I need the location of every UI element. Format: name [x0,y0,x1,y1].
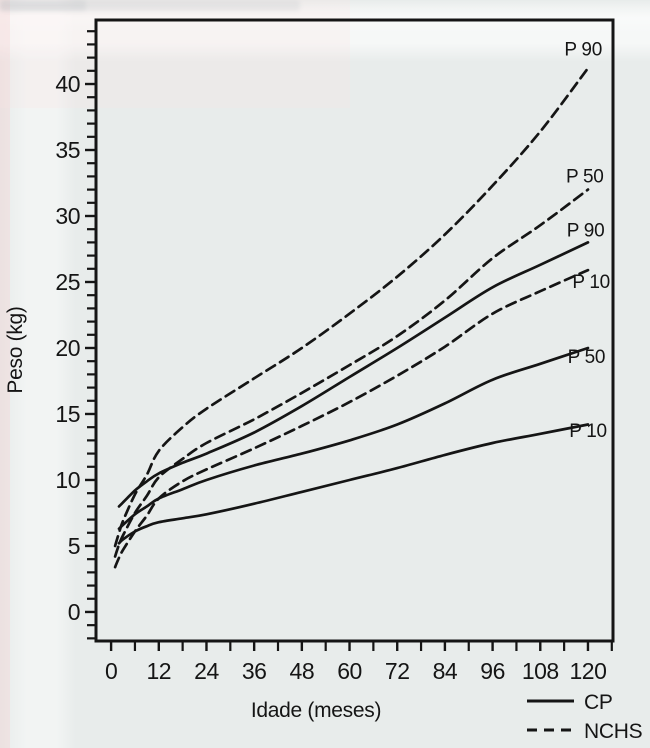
x-tick-label: 60 [337,658,362,684]
legend-label-nchs: NCHS [584,720,643,743]
axis-tick-labels: 0 12 24 36 48 60 72 84 96 108 120 0 5 10 15 20 25 30 35 40 [55,71,606,684]
y-tick-label: 35 [55,137,80,163]
legend: CP NCHS [527,691,643,743]
curve-label-cp-p50: P 50 [568,347,606,368]
curve-label-cp-p10: P 10 [569,421,607,442]
y-tick-label: 0 [68,599,80,625]
curve-nchs-p10 [113,268,590,569]
percentile-curves [113,66,590,569]
x-tick-label: 48 [290,658,315,684]
curve-cp-p50 [117,346,590,531]
y-axis-title: Peso (kg) [4,306,27,393]
y-tick-label: 10 [55,467,80,493]
curve-cp-p90 [117,241,590,508]
x-tick-label: 24 [194,658,219,684]
y-tick-label: 15 [55,401,80,427]
x-axis-title: Idade (meses) [251,699,381,722]
x-tick-label: 0 [105,658,117,684]
curve-label-nchs-p90: P 90 [564,40,602,61]
percentile-curve-labels: P 90 P 50 P 90 P 10 P 50 P 10 [564,40,610,442]
x-tick-label: 12 [146,658,171,684]
y-tick-label: 20 [55,335,80,361]
legend-label-cp: CP [584,691,613,714]
y-tick-label: 40 [55,71,80,97]
x-tick-label: 96 [480,658,505,684]
curve-label-cp-p90: P 90 [567,221,605,242]
curve-nchs-p90 [113,66,590,548]
axis-ticks [85,30,613,651]
x-tick-label: 120 [570,658,607,684]
curve-label-nchs-p50: P 50 [566,166,604,187]
curve-label-nchs-p10: P 10 [572,272,610,293]
x-tick-label: 72 [385,658,410,684]
x-tick-label: 36 [242,658,267,684]
x-tick-label: 84 [433,658,458,684]
y-tick-label: 30 [55,203,80,229]
curve-cp-p10 [117,423,590,545]
y-tick-label: 5 [68,533,80,559]
x-tick-label: 108 [522,658,559,684]
y-tick-label: 25 [55,269,80,295]
plot-border [94,18,615,643]
curve-nchs-p50 [113,188,590,558]
